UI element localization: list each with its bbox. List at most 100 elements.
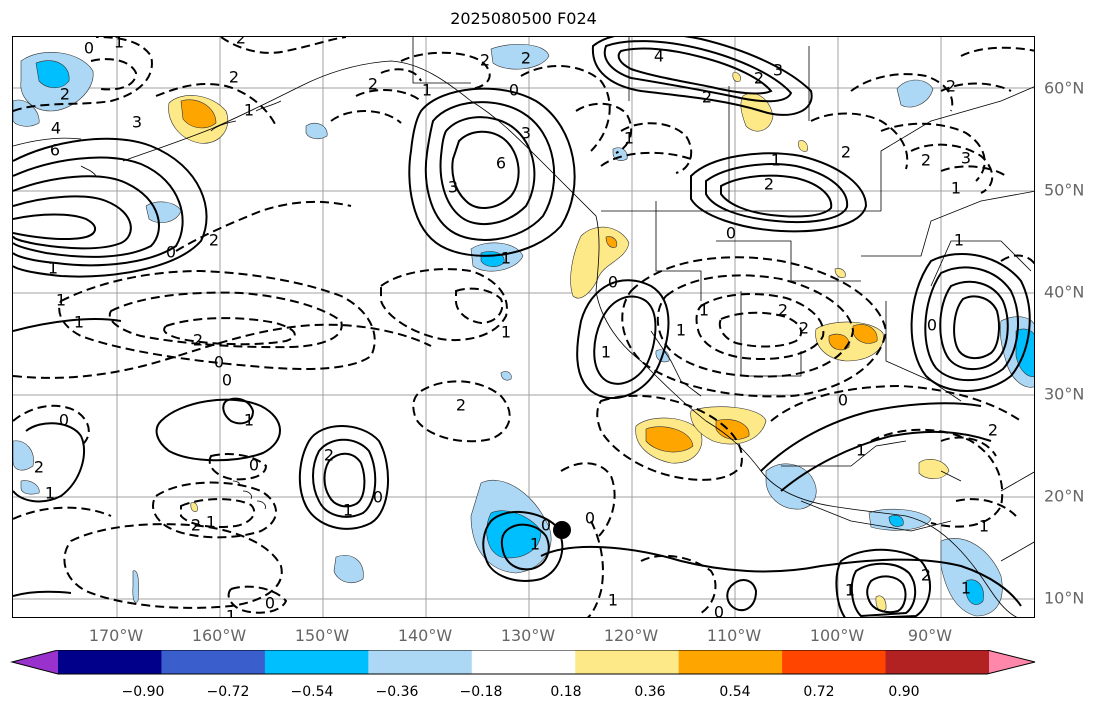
contour-label: 1 xyxy=(951,179,961,198)
contour-label: 1 xyxy=(676,321,686,340)
positive-anomaly-orange xyxy=(605,236,618,248)
contour-label: 1 xyxy=(226,607,236,619)
longitude-label: 120°W xyxy=(603,626,659,645)
contour-label: 1 xyxy=(771,151,781,170)
map-panel: 0 1 2 2 4 6 3 1 2 0 2 1 2 2 2 0 1 3 6 3 … xyxy=(12,36,1035,618)
contour-label: 2 xyxy=(521,49,531,68)
negative-anomaly-light xyxy=(305,122,328,140)
colorbar-tick-label: 0.90 xyxy=(888,684,920,700)
contour-label: 0 xyxy=(608,273,618,292)
contour-label: 3 xyxy=(961,149,971,168)
contour-label: 2 xyxy=(60,85,70,104)
contour-label: 0 xyxy=(222,371,232,390)
colorbar-segment xyxy=(12,650,58,674)
colorbar-segment xyxy=(264,650,369,674)
colorbar-segment xyxy=(471,650,576,674)
contour-label: 1 xyxy=(624,129,634,148)
contour-label: 0 xyxy=(585,509,595,528)
contour-label: 1 xyxy=(114,37,124,52)
latitude-label: 20°N xyxy=(1044,486,1085,506)
longitude-label: 110°W xyxy=(706,626,762,645)
contour-label: 4 xyxy=(51,119,61,138)
colorbar-segment xyxy=(58,650,162,674)
contour-label: 1 xyxy=(608,591,618,610)
contour-label: 2 xyxy=(754,69,764,88)
positive-anomaly-orange xyxy=(715,419,750,440)
contour-label: 2 xyxy=(368,75,378,94)
negative-anomaly-light xyxy=(490,44,550,70)
latitude-label: 10°N xyxy=(1044,588,1085,608)
contour-label: 2 xyxy=(456,396,466,415)
contour-label: 3 xyxy=(132,113,142,132)
contour-label: 1 xyxy=(422,81,432,100)
negative-anomaly-strong xyxy=(486,510,542,559)
positive-anomaly-light xyxy=(190,502,198,512)
contour-label: 0 xyxy=(714,603,724,619)
contour-label: 1 xyxy=(343,501,353,520)
colorbar-segment xyxy=(575,650,680,674)
contour-label: 1 xyxy=(699,301,709,320)
contour-label: 1 xyxy=(856,441,866,460)
longitude-label: 170°W xyxy=(88,626,144,645)
contour-label: 2 xyxy=(236,37,246,48)
negative-anomaly-light xyxy=(145,201,182,224)
contour-label: 1 xyxy=(979,517,989,536)
colorbar-border xyxy=(10,650,1036,675)
contour-label: 6 xyxy=(496,154,506,173)
positive-anomaly-light xyxy=(875,595,887,612)
contour-label: 1 xyxy=(530,535,540,554)
contour-label: 0 xyxy=(265,594,275,613)
contour-label: 3 xyxy=(773,61,783,80)
contour-label: 3 xyxy=(448,178,458,197)
contour-label: 2 xyxy=(921,151,931,170)
plot-title: 2025080500 F024 xyxy=(450,9,597,28)
colorbar-segment xyxy=(368,650,473,674)
contour-label: 1 xyxy=(501,323,511,342)
negative-anomaly-light xyxy=(500,371,512,381)
positive-anomaly-orange xyxy=(852,324,878,344)
contour-label: 1 xyxy=(601,343,611,362)
contour-label: 2 xyxy=(988,421,998,440)
contour-label: 2 xyxy=(946,77,956,96)
contour-label: 2 xyxy=(778,301,788,320)
contour-label: 1 xyxy=(74,313,84,332)
positive-anomaly-orange xyxy=(828,333,850,351)
contour-label: 1 xyxy=(845,581,855,600)
contour-label: 0 xyxy=(84,39,94,58)
contour-label: 2 xyxy=(34,458,44,477)
colorbar-tick-label: −0.54 xyxy=(290,684,334,700)
latitude-label: 50°N xyxy=(1044,180,1085,200)
contour-label: 1 xyxy=(501,249,511,268)
positive-anomaly-light xyxy=(570,226,630,299)
contour-label: 0 xyxy=(214,353,224,372)
longitude-label: 160°W xyxy=(191,626,247,645)
negative-anomaly-light xyxy=(132,570,139,603)
contours-negative xyxy=(13,37,1034,617)
colorbar-segment xyxy=(885,650,990,674)
contour-label: 0 xyxy=(59,411,69,430)
negative-anomaly-light xyxy=(333,555,364,583)
negative-anomaly-light xyxy=(896,79,934,108)
negative-anomaly-light xyxy=(13,440,34,471)
contour-label: 1 xyxy=(206,513,216,532)
contour-label: 2 xyxy=(229,68,239,87)
contour-label: 0 xyxy=(373,488,383,507)
contour-label: 2 xyxy=(193,331,203,350)
colorbar-segment xyxy=(678,650,783,674)
contour-label: 0 xyxy=(927,316,937,335)
contour-label: 2 xyxy=(764,175,774,194)
contour-label: 0 xyxy=(541,516,551,535)
latitude-label: 40°N xyxy=(1044,282,1085,302)
colorbar xyxy=(10,650,1036,675)
colorbar-segment xyxy=(161,650,266,674)
negative-anomaly-strong xyxy=(888,515,904,527)
contour-label: 2 xyxy=(209,231,219,250)
longitude-label: 140°W xyxy=(397,626,453,645)
positive-anomaly-orange xyxy=(180,99,217,129)
contour-label: 0 xyxy=(838,391,848,410)
colorbar-segment xyxy=(989,650,1035,674)
positive-anomaly-light xyxy=(834,268,846,278)
contour-label: 1 xyxy=(961,579,971,598)
longitude-label: 100°W xyxy=(809,626,865,645)
colorbar-tick-label: −0.90 xyxy=(121,684,165,700)
